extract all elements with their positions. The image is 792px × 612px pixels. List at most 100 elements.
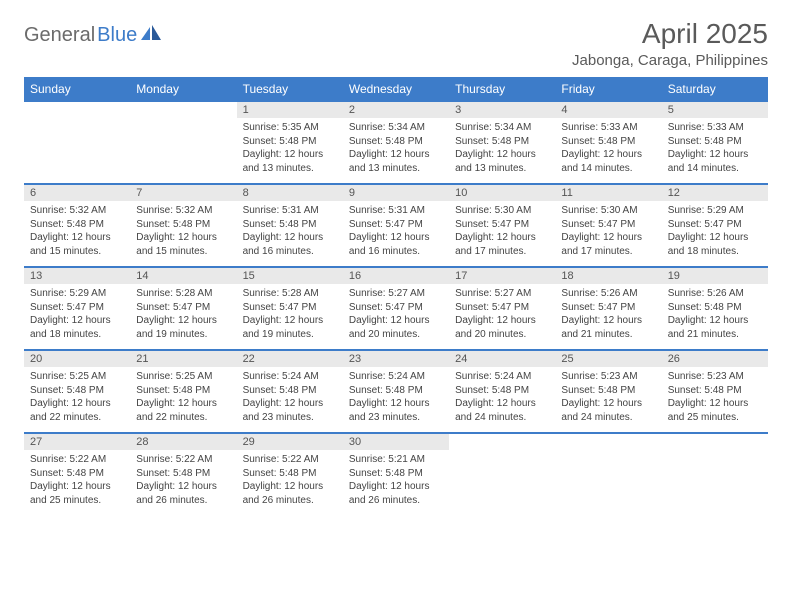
day-number-cell: 1 — [237, 101, 343, 118]
cell-sunrise: Sunrise: 5:26 AM — [668, 287, 762, 301]
cell-sunrise: Sunrise: 5:24 AM — [455, 370, 549, 384]
cell-sunrise: Sunrise: 5:23 AM — [561, 370, 655, 384]
day-cell: Sunrise: 5:21 AMSunset: 5:48 PMDaylight:… — [343, 450, 449, 516]
cell-sunrise: Sunrise: 5:32 AM — [30, 204, 124, 218]
day-number-cell — [24, 101, 130, 118]
cell-day1: Daylight: 12 hours — [561, 397, 655, 411]
cell-day2: and 26 minutes. — [349, 494, 443, 508]
cell-sunrise: Sunrise: 5:25 AM — [30, 370, 124, 384]
cell-sunrise: Sunrise: 5:34 AM — [349, 121, 443, 135]
content-row: Sunrise: 5:25 AMSunset: 5:48 PMDaylight:… — [24, 367, 768, 433]
day-cell: Sunrise: 5:33 AMSunset: 5:48 PMDaylight:… — [555, 118, 661, 184]
cell-sunset: Sunset: 5:47 PM — [455, 218, 549, 232]
day-number-cell — [449, 433, 555, 450]
cell-day1: Daylight: 12 hours — [455, 314, 549, 328]
cell-sunrise: Sunrise: 5:33 AM — [668, 121, 762, 135]
content-row: Sunrise: 5:29 AMSunset: 5:47 PMDaylight:… — [24, 284, 768, 350]
day-cell — [662, 450, 768, 516]
day-cell: Sunrise: 5:24 AMSunset: 5:48 PMDaylight:… — [449, 367, 555, 433]
weekday-wednesday: Wednesday — [343, 78, 449, 102]
day-cell: Sunrise: 5:35 AMSunset: 5:48 PMDaylight:… — [237, 118, 343, 184]
weekday-monday: Monday — [130, 78, 236, 102]
cell-sunset: Sunset: 5:48 PM — [561, 135, 655, 149]
calendar-body: 1 23 45 Sunrise: 5:35 AMSunset: 5:48 PMDayl… — [24, 101, 768, 516]
cell-sunset: Sunset: 5:48 PM — [243, 135, 337, 149]
day-number-cell: 18 — [555, 267, 661, 284]
day-cell: Sunrise: 5:23 AMSunset: 5:48 PMDaylight:… — [555, 367, 661, 433]
cell-sunset: Sunset: 5:47 PM — [349, 218, 443, 232]
day-number-cell — [555, 433, 661, 450]
logo: GeneralBlue — [24, 18, 163, 47]
day-number-cell: 29 — [237, 433, 343, 450]
day-number-cell: 23 — [343, 350, 449, 367]
cell-sunrise: Sunrise: 5:26 AM — [561, 287, 655, 301]
day-cell: Sunrise: 5:22 AMSunset: 5:48 PMDaylight:… — [237, 450, 343, 516]
cell-day2: and 20 minutes. — [455, 328, 549, 342]
cell-sunset: Sunset: 5:48 PM — [243, 384, 337, 398]
cell-day1: Daylight: 12 hours — [349, 480, 443, 494]
cell-day2: and 22 minutes. — [136, 411, 230, 425]
day-number-cell: 15 — [237, 267, 343, 284]
day-number-cell: 13 — [24, 267, 130, 284]
day-number-cell — [662, 433, 768, 450]
cell-day2: and 21 minutes. — [668, 328, 762, 342]
cell-day2: and 20 minutes. — [349, 328, 443, 342]
weekday-tuesday: Tuesday — [237, 78, 343, 102]
daynum-row: 6789101112 — [24, 184, 768, 201]
cell-day1: Daylight: 12 hours — [243, 314, 337, 328]
cell-sunrise: Sunrise: 5:28 AM — [136, 287, 230, 301]
month-title: April 2025 — [572, 18, 768, 50]
day-cell: Sunrise: 5:25 AMSunset: 5:48 PMDaylight:… — [130, 367, 236, 433]
cell-sunset: Sunset: 5:48 PM — [349, 467, 443, 481]
cell-day2: and 17 minutes. — [455, 245, 549, 259]
cell-day2: and 24 minutes. — [561, 411, 655, 425]
weekday-header-row: Sunday Monday Tuesday Wednesday Thursday… — [24, 78, 768, 102]
cell-sunset: Sunset: 5:48 PM — [243, 218, 337, 232]
day-number-cell: 27 — [24, 433, 130, 450]
cell-day2: and 25 minutes. — [668, 411, 762, 425]
cell-sunset: Sunset: 5:48 PM — [243, 467, 337, 481]
cell-sunset: Sunset: 5:48 PM — [668, 384, 762, 398]
cell-day2: and 19 minutes. — [243, 328, 337, 342]
day-number-cell: 5 — [662, 101, 768, 118]
cell-sunrise: Sunrise: 5:25 AM — [136, 370, 230, 384]
cell-sunrise: Sunrise: 5:24 AM — [349, 370, 443, 384]
day-cell: Sunrise: 5:26 AMSunset: 5:48 PMDaylight:… — [662, 284, 768, 350]
daynum-row: 27282930 — [24, 433, 768, 450]
day-number-cell: 22 — [237, 350, 343, 367]
cell-sunrise: Sunrise: 5:29 AM — [30, 287, 124, 301]
cell-day1: Daylight: 12 hours — [243, 480, 337, 494]
cell-day1: Daylight: 12 hours — [136, 397, 230, 411]
cell-day1: Daylight: 12 hours — [349, 397, 443, 411]
weekday-sunday: Sunday — [24, 78, 130, 102]
cell-sunrise: Sunrise: 5:22 AM — [30, 453, 124, 467]
cell-sunset: Sunset: 5:48 PM — [668, 301, 762, 315]
day-cell: Sunrise: 5:25 AMSunset: 5:48 PMDaylight:… — [24, 367, 130, 433]
cell-sunrise: Sunrise: 5:28 AM — [243, 287, 337, 301]
day-cell — [24, 118, 130, 184]
cell-sunrise: Sunrise: 5:29 AM — [668, 204, 762, 218]
weekday-saturday: Saturday — [662, 78, 768, 102]
day-number-cell: 4 — [555, 101, 661, 118]
cell-day1: Daylight: 12 hours — [30, 231, 124, 245]
cell-sunrise: Sunrise: 5:21 AM — [349, 453, 443, 467]
day-number-cell: 9 — [343, 184, 449, 201]
day-cell: Sunrise: 5:28 AMSunset: 5:47 PMDaylight:… — [130, 284, 236, 350]
day-cell: Sunrise: 5:31 AMSunset: 5:47 PMDaylight:… — [343, 201, 449, 267]
cell-day2: and 16 minutes. — [243, 245, 337, 259]
cell-day2: and 14 minutes. — [668, 162, 762, 176]
day-number-cell: 16 — [343, 267, 449, 284]
day-cell: Sunrise: 5:32 AMSunset: 5:48 PMDaylight:… — [130, 201, 236, 267]
day-number-cell: 21 — [130, 350, 236, 367]
cell-day2: and 13 minutes. — [243, 162, 337, 176]
cell-day2: and 18 minutes. — [30, 328, 124, 342]
cell-sunset: Sunset: 5:47 PM — [455, 301, 549, 315]
day-cell: Sunrise: 5:24 AMSunset: 5:48 PMDaylight:… — [237, 367, 343, 433]
cell-day2: and 15 minutes. — [136, 245, 230, 259]
cell-sunset: Sunset: 5:47 PM — [30, 301, 124, 315]
daynum-row: 20212223242526 — [24, 350, 768, 367]
day-cell: Sunrise: 5:30 AMSunset: 5:47 PMDaylight:… — [555, 201, 661, 267]
cell-sunset: Sunset: 5:48 PM — [561, 384, 655, 398]
day-cell: Sunrise: 5:23 AMSunset: 5:48 PMDaylight:… — [662, 367, 768, 433]
day-number-cell: 6 — [24, 184, 130, 201]
